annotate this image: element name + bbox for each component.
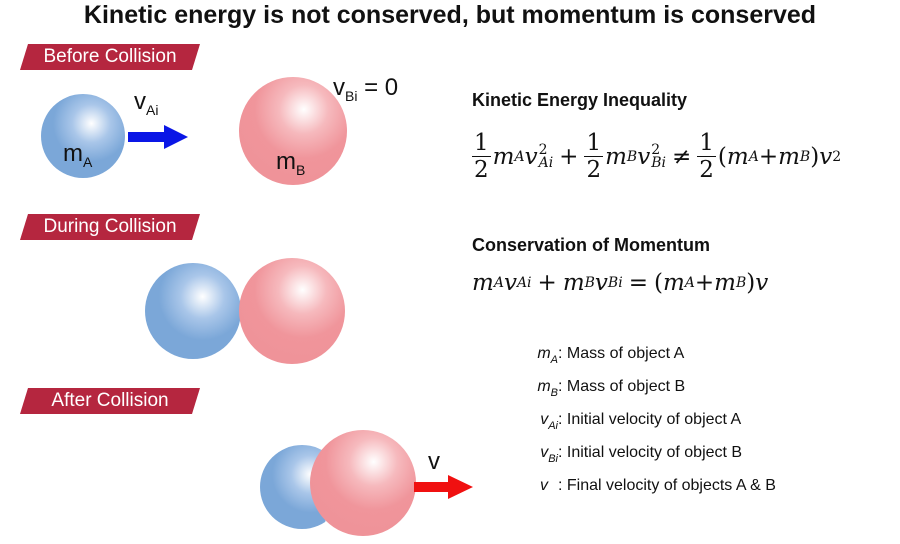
kinetic-energy-heading: Kinetic Energy Inequality <box>472 90 688 110</box>
velocity-arrow-final <box>414 482 450 492</box>
legend-item: mA: Mass of object A <box>537 345 685 366</box>
banner-during-collision: During Collision <box>20 214 200 240</box>
legend-item: v: Final velocity of objects A & B <box>540 477 776 494</box>
velocity-a-label: vAi <box>134 88 159 118</box>
mass-a-label: mA <box>63 140 93 170</box>
legend-item: vBi: Initial velocity of object B <box>540 444 743 465</box>
legend-item: mB: Mass of object B <box>537 378 686 399</box>
banner-label: During Collision <box>43 216 177 237</box>
momentum-heading: Conservation of Momentum <box>472 235 711 255</box>
velocity-arrowhead-a <box>164 125 188 149</box>
velocity-b-label: vBi = 0 <box>333 74 399 104</box>
mass-b-label: mB <box>276 148 306 178</box>
velocity-arrow-a <box>128 132 166 142</box>
banner-label: After Collision <box>51 390 169 411</box>
banner-label: Before Collision <box>43 46 177 67</box>
object-b-before <box>239 77 347 185</box>
final-velocity-label: v <box>428 448 440 475</box>
banner-before-collision: Before Collision <box>20 44 200 70</box>
legend-item: vAi: Initial velocity of object A <box>540 411 742 432</box>
object-a-during <box>145 263 241 359</box>
banner-after-collision: After Collision <box>20 388 200 414</box>
object-a-before <box>41 94 125 178</box>
diagram-title: Kinetic energy is not conserved, but mom… <box>83 1 817 29</box>
velocity-arrowhead-final <box>448 475 473 499</box>
object-b-after <box>310 430 416 536</box>
object-b-during <box>239 258 345 364</box>
